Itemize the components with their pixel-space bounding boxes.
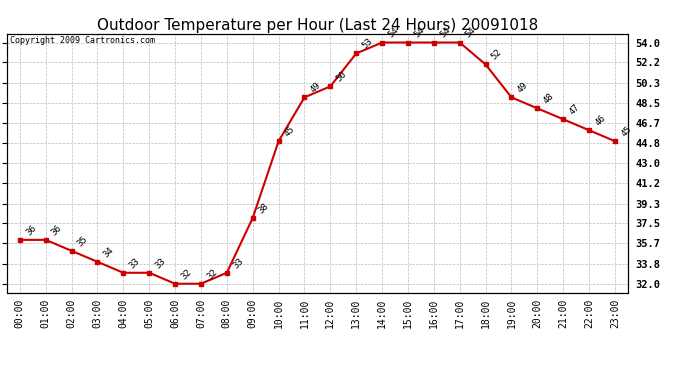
Text: 38: 38 [257, 201, 271, 215]
Text: 35: 35 [76, 234, 90, 248]
Text: 45: 45 [283, 124, 297, 138]
Text: 33: 33 [128, 256, 141, 270]
Text: 45: 45 [619, 124, 633, 138]
Text: 36: 36 [24, 223, 38, 237]
Text: 48: 48 [542, 92, 555, 105]
Text: 36: 36 [50, 223, 64, 237]
Text: 54: 54 [438, 26, 452, 40]
Text: 33: 33 [231, 256, 245, 270]
Text: 53: 53 [360, 37, 375, 51]
Text: 32: 32 [179, 267, 193, 281]
Text: 54: 54 [412, 26, 426, 40]
Text: 32: 32 [205, 267, 219, 281]
Text: 54: 54 [386, 26, 400, 40]
Text: 49: 49 [515, 81, 530, 94]
Text: 46: 46 [593, 114, 607, 128]
Text: 50: 50 [335, 70, 348, 84]
Title: Outdoor Temperature per Hour (Last 24 Hours) 20091018: Outdoor Temperature per Hour (Last 24 Ho… [97, 18, 538, 33]
Text: 33: 33 [153, 256, 168, 270]
Text: 52: 52 [490, 48, 504, 62]
Text: Copyright 2009 Cartronics.com: Copyright 2009 Cartronics.com [10, 36, 155, 45]
Text: 54: 54 [464, 26, 478, 40]
Text: 34: 34 [101, 245, 116, 259]
Text: 47: 47 [567, 102, 582, 117]
Text: 49: 49 [308, 81, 323, 94]
